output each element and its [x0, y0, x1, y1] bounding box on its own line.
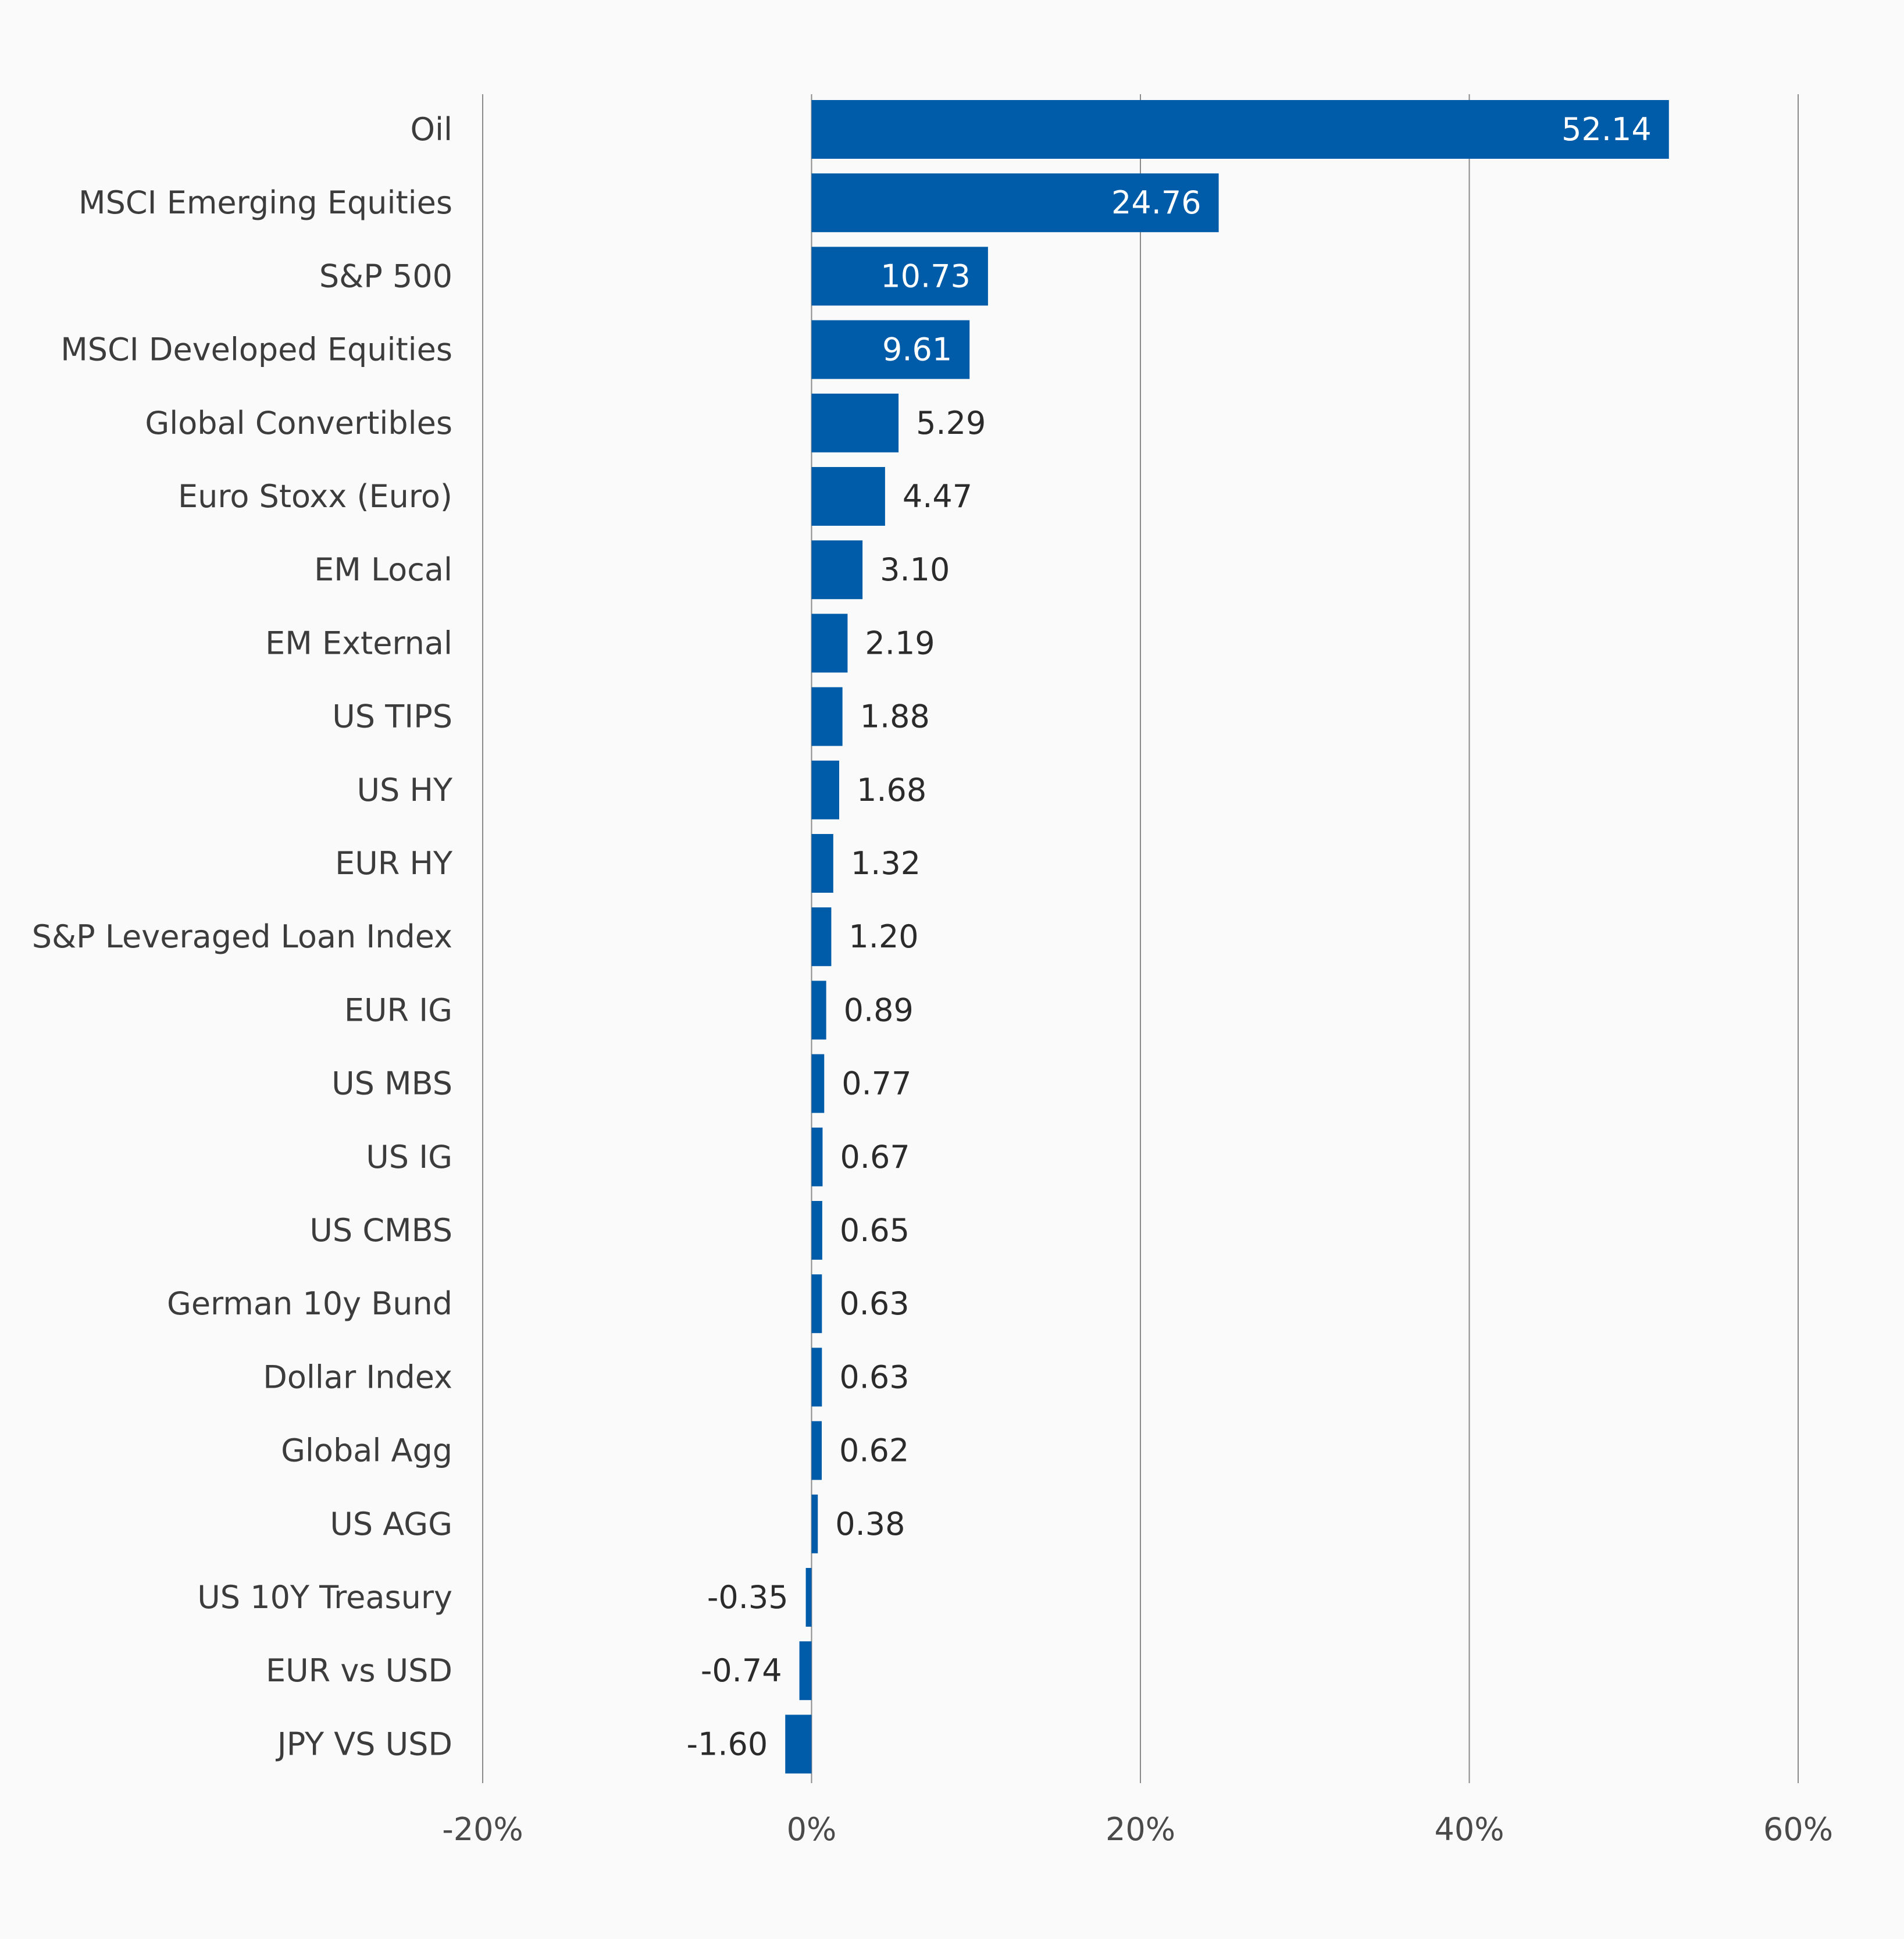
category-label: EM Local	[314, 551, 452, 588]
bar	[811, 981, 826, 1040]
bar	[811, 1494, 818, 1553]
category-label: S&P Leveraged Loan Index	[32, 918, 452, 955]
bars	[785, 100, 1669, 1774]
bar	[785, 1715, 812, 1774]
x-tick-label: 60%	[1763, 1811, 1833, 1848]
data-label: 1.20	[848, 918, 918, 955]
data-label: 0.62	[839, 1432, 909, 1469]
bar	[811, 393, 899, 452]
category-label: MSCI Emerging Equities	[79, 184, 452, 221]
category-label: US 10Y Treasury	[197, 1579, 452, 1616]
bar	[811, 467, 885, 526]
category-label: US IG	[366, 1139, 452, 1175]
category-label: US HY	[356, 772, 453, 808]
category-label: EUR IG	[344, 992, 452, 1028]
data-label: 0.63	[839, 1359, 909, 1395]
category-label: Euro Stoxx (Euro)	[178, 478, 452, 515]
x-tick-label: 20%	[1106, 1811, 1175, 1848]
x-axis-tick-labels: -20% 0% 20% 40% 60%	[442, 1811, 1833, 1848]
category-label: US AGG	[330, 1506, 452, 1542]
bar	[811, 247, 988, 306]
bar	[811, 1201, 822, 1260]
data-label: -1.60	[687, 1726, 768, 1762]
category-label: Global Convertibles	[145, 405, 452, 441]
category-labels: Oil MSCI Emerging Equities S&P 500 MSCI Dev…	[32, 111, 453, 1762]
bar	[811, 1348, 822, 1407]
data-label: 0.63	[839, 1285, 909, 1322]
data-label: 3.10	[880, 551, 950, 588]
bar	[811, 1054, 825, 1113]
data-label: 0.65	[840, 1212, 910, 1249]
data-label: -0.35	[707, 1579, 789, 1616]
category-label: MSCI Developed Equities	[60, 332, 452, 368]
x-tick-label: -20%	[442, 1811, 523, 1848]
category-label: JPY VS USD	[276, 1726, 452, 1762]
bar	[805, 1568, 812, 1627]
data-label: 10.73	[880, 258, 971, 294]
value-labels: 52.14 24.76 10.73 9.61 5.29 4.47 3.10 2.19 1.88 1…	[687, 111, 1652, 1762]
bar	[811, 320, 970, 379]
data-label: 2.19	[865, 625, 935, 661]
bar	[811, 687, 843, 746]
x-tick-label: 40%	[1434, 1811, 1504, 1848]
data-label: 0.67	[840, 1139, 910, 1175]
bar	[811, 907, 832, 967]
category-label: Oil	[410, 111, 452, 148]
data-label: 1.32	[851, 845, 921, 882]
category-label: US TIPS	[332, 698, 452, 735]
data-label: 1.88	[860, 698, 930, 735]
data-label: 1.68	[857, 772, 926, 808]
data-label: 5.29	[916, 405, 986, 441]
bar	[811, 100, 1669, 159]
data-label: 0.89	[844, 992, 914, 1028]
bar	[811, 173, 1219, 233]
data-label: 24.76	[1111, 184, 1201, 221]
bar	[811, 614, 848, 673]
bar	[811, 540, 863, 600]
data-label: -0.74	[701, 1652, 782, 1689]
category-label: Dollar Index	[263, 1359, 452, 1395]
data-label: 4.47	[903, 478, 972, 515]
data-label: 9.61	[882, 332, 952, 368]
category-label: German 10y Bund	[167, 1285, 452, 1322]
bar	[811, 1127, 823, 1186]
category-label: EM External	[265, 625, 452, 661]
bar	[811, 760, 840, 819]
category-label: S&P 500	[319, 258, 452, 294]
bar	[811, 1421, 822, 1480]
category-label: Global Agg	[281, 1432, 452, 1469]
bar	[811, 834, 833, 893]
category-label: EUR HY	[335, 845, 453, 882]
category-label: US MBS	[331, 1065, 452, 1102]
category-label: EUR vs USD	[266, 1652, 452, 1689]
category-label: US CMBS	[309, 1212, 452, 1249]
bar	[799, 1641, 812, 1701]
x-tick-label: 0%	[787, 1811, 837, 1848]
data-label: 0.38	[835, 1506, 905, 1542]
bar	[811, 1274, 822, 1334]
data-label: 0.77	[842, 1065, 911, 1102]
data-label: 52.14	[1561, 111, 1652, 148]
